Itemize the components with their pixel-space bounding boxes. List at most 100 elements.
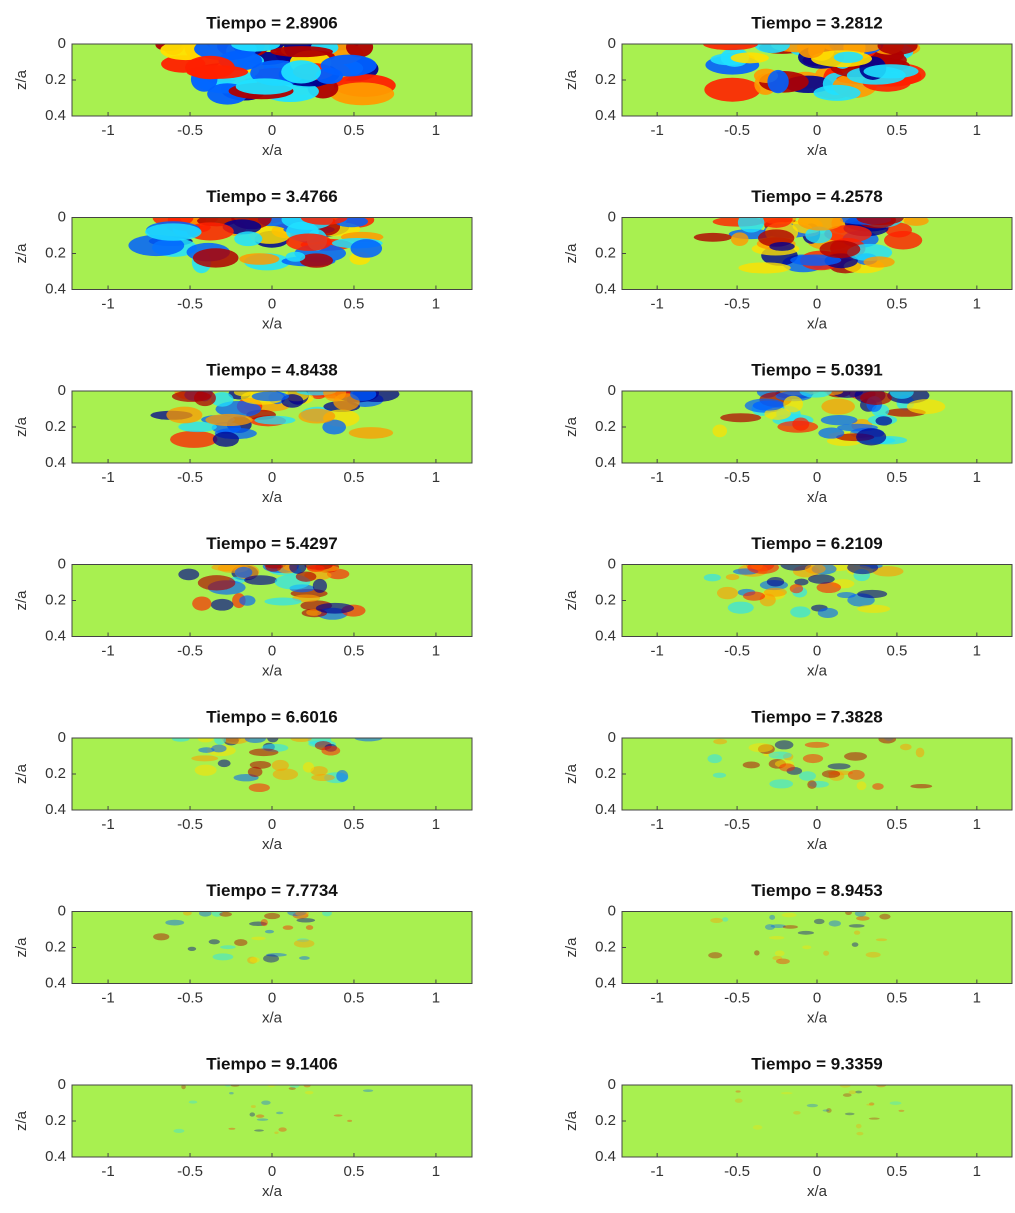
x-tick-label: 1 bbox=[973, 642, 981, 659]
y-tick-label: 0.2 bbox=[595, 244, 616, 261]
texture bbox=[868, 1102, 875, 1106]
texture bbox=[754, 44, 790, 53]
texture bbox=[889, 1101, 902, 1105]
texture bbox=[260, 918, 268, 927]
x-tick-label: 0.5 bbox=[344, 989, 365, 1006]
texture bbox=[289, 1085, 300, 1088]
texture bbox=[264, 912, 281, 920]
texture bbox=[256, 1118, 269, 1121]
texture bbox=[330, 82, 395, 106]
texture bbox=[856, 428, 887, 446]
texture bbox=[265, 564, 282, 572]
texture bbox=[735, 1090, 741, 1093]
chart-title: Tiempo = 6.2109 bbox=[751, 534, 883, 553]
texture bbox=[322, 911, 332, 917]
texture bbox=[239, 253, 280, 265]
texture bbox=[853, 930, 861, 935]
texture bbox=[145, 223, 202, 241]
texture bbox=[221, 738, 251, 745]
texture bbox=[704, 77, 761, 102]
field bbox=[622, 738, 1012, 810]
texture bbox=[875, 1085, 887, 1088]
texture bbox=[713, 738, 728, 745]
x-tick-label: -0.5 bbox=[177, 122, 203, 139]
texture bbox=[248, 783, 270, 793]
texture bbox=[298, 956, 310, 960]
texture bbox=[747, 564, 779, 574]
x-tick-label: 0.5 bbox=[344, 295, 365, 312]
texture bbox=[889, 391, 914, 399]
x-tick-label: 1 bbox=[432, 122, 440, 139]
y-axis-label: z/a bbox=[13, 763, 30, 784]
x-axis-label: x/a bbox=[262, 315, 283, 332]
texture bbox=[734, 1098, 743, 1103]
texture bbox=[192, 248, 239, 268]
texture bbox=[693, 232, 733, 242]
texture bbox=[792, 417, 810, 431]
texture bbox=[790, 254, 842, 266]
texture bbox=[254, 415, 296, 425]
y-tick-label: 0.4 bbox=[595, 1148, 616, 1165]
texture bbox=[228, 1127, 236, 1130]
heatmap bbox=[622, 1085, 1012, 1157]
texture bbox=[828, 920, 841, 927]
heatmap bbox=[72, 1085, 472, 1157]
texture bbox=[793, 1110, 801, 1115]
x-tick-label: 1 bbox=[973, 816, 981, 833]
chart-title: Tiempo = 3.2812 bbox=[751, 13, 883, 32]
y-tick-label: 0.4 bbox=[45, 627, 66, 644]
y-axis-label: z/a bbox=[13, 243, 30, 264]
texture bbox=[153, 933, 170, 941]
texture bbox=[863, 256, 895, 268]
y-axis-label: z/a bbox=[563, 937, 580, 958]
texture bbox=[336, 769, 349, 782]
y-axis-label: z/a bbox=[563, 763, 580, 784]
texture bbox=[868, 1117, 880, 1120]
texture bbox=[306, 609, 322, 616]
x-tick-label: -0.5 bbox=[724, 122, 750, 139]
texture bbox=[865, 951, 881, 958]
y-axis-label: z/a bbox=[563, 1110, 580, 1131]
texture bbox=[730, 232, 749, 246]
x-axis-label: x/a bbox=[807, 836, 828, 853]
texture bbox=[234, 231, 263, 247]
texture bbox=[181, 1085, 186, 1090]
texture bbox=[799, 391, 832, 398]
x-axis-label: x/a bbox=[262, 489, 283, 506]
texture bbox=[752, 400, 784, 411]
texture bbox=[794, 578, 809, 586]
texture bbox=[833, 51, 863, 63]
texture bbox=[790, 606, 811, 618]
x-tick-label: 0.5 bbox=[886, 1163, 907, 1180]
heatmap bbox=[72, 738, 472, 810]
texture bbox=[170, 430, 218, 448]
x-tick-label: 0 bbox=[268, 989, 276, 1006]
chart-title: Tiempo = 3.4766 bbox=[206, 187, 338, 206]
x-tick-label: 0 bbox=[268, 1163, 276, 1180]
texture bbox=[742, 761, 760, 769]
y-tick-label: 0.2 bbox=[595, 1112, 616, 1129]
texture bbox=[187, 946, 197, 952]
texture bbox=[350, 391, 377, 401]
heatmap bbox=[622, 738, 1012, 810]
texture bbox=[855, 1090, 863, 1094]
texture bbox=[915, 747, 925, 758]
x-axis-label: x/a bbox=[807, 662, 828, 679]
texture bbox=[322, 419, 347, 435]
texture bbox=[288, 1087, 296, 1090]
field bbox=[622, 1085, 1012, 1157]
texture bbox=[826, 1108, 832, 1113]
x-tick-label: 1 bbox=[973, 295, 981, 312]
texture bbox=[899, 743, 912, 751]
x-tick-label: -1 bbox=[101, 642, 114, 659]
heatmap bbox=[622, 217, 1012, 290]
texture bbox=[875, 416, 893, 426]
texture bbox=[249, 761, 272, 769]
y-tick-label: 0.4 bbox=[45, 801, 66, 818]
x-tick-label: -0.5 bbox=[724, 469, 750, 486]
y-tick-label: 0.2 bbox=[45, 765, 66, 782]
texture bbox=[770, 924, 786, 929]
texture bbox=[297, 938, 309, 943]
x-tick-label: 0 bbox=[813, 469, 821, 486]
texture bbox=[820, 414, 858, 426]
